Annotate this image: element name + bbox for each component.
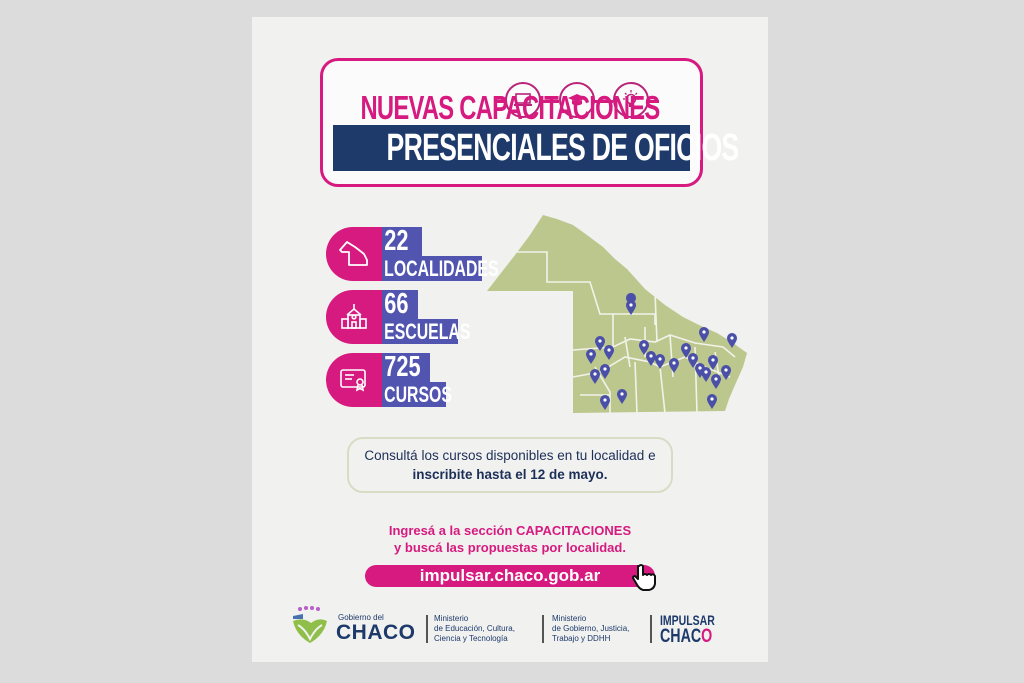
lightbulb-icon (613, 82, 649, 118)
cta-line-1: Ingresá a la sección CAPACITACIONES (388, 523, 632, 538)
stat-label: LOCALIDADES (384, 256, 499, 281)
stat-value: 725 (384, 351, 421, 383)
info-box: Consultá los cursos disponibles en tu lo… (347, 437, 673, 493)
stat-label: CURSOS (384, 382, 452, 407)
flyer-card: NUEVAS CAPACITACIONES PRESENCIALES DE OF… (252, 17, 768, 662)
divider (650, 615, 652, 643)
title-line-2: PRESENCIALES DE OFICIOS (386, 127, 740, 169)
graduation-cap-icon (559, 82, 595, 118)
gov-label-small: Gobierno del (338, 613, 384, 622)
ministry-education: Ministerio de Educación, Cultura, Ciencia … (434, 614, 515, 643)
stat-value: 66 (384, 288, 409, 320)
chaco-government-logo-icon (290, 605, 330, 652)
impulsar-brand-line2: CHACO (660, 626, 713, 647)
cta-line-2: y buscá las propuestas por localidad. (394, 540, 626, 555)
school-icon (326, 290, 382, 344)
footer-logos: Gobierno del CHACO Ministerio de Educació… (252, 605, 768, 655)
stat-value: 22 (384, 225, 409, 257)
divider (426, 615, 428, 643)
title-line-2-banner: PRESENCIALES DE OFICIOS (333, 125, 740, 171)
impulsar-brand-line1: IMPULSAR (660, 612, 715, 628)
title-line-1: NUEVAS CAPACITACIONES (360, 89, 660, 126)
header-icon-row (495, 82, 659, 120)
gov-label-big: CHACO (336, 621, 416, 644)
info-text-regular: Consultá los cursos disponibles en tu lo… (364, 448, 656, 463)
info-text-bold: inscribite hasta el 12 de mayo. (412, 467, 608, 482)
cta-text: Ingresá a la sección CAPACITACIONES y bu… (252, 522, 768, 556)
province-map-icon (326, 227, 382, 281)
certificate-icon (326, 353, 382, 407)
ministry-government: Ministerio de Gobierno, Justicia, Trabajo … (552, 614, 630, 643)
stat-label: ESCUELAS (384, 319, 471, 344)
pointer-hand-icon (630, 562, 660, 597)
chaco-province-map (485, 207, 765, 422)
website-link[interactable]: impulsar.chaco.gob.ar (365, 565, 655, 587)
divider (542, 615, 544, 643)
laptop-icon (505, 82, 541, 118)
